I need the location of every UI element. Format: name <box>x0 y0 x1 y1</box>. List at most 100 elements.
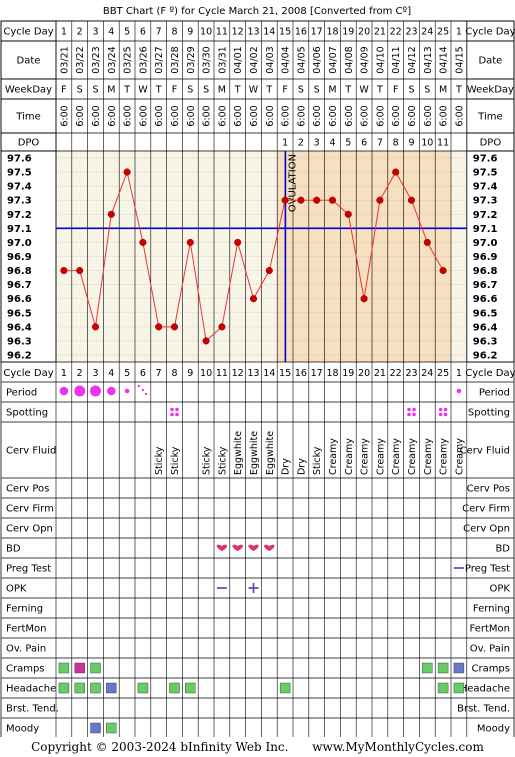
header-cycle_day-cell: 20 <box>358 27 370 38</box>
y-tick-label-right: 96.5 <box>473 308 498 319</box>
temperature-point <box>281 196 289 204</box>
header-weekday-cell: M <box>328 85 336 96</box>
header-time-cell: 6:00 <box>423 105 434 126</box>
row-label: Preg Test <box>6 564 51 575</box>
temperature-point <box>313 196 321 204</box>
row-label-right: Period <box>479 388 510 399</box>
symptom-square <box>90 662 101 674</box>
cerv-fluid-cell: Sticky <box>217 446 228 475</box>
cerv-fluid-cell: Sticky <box>170 446 181 475</box>
header-weekday-cell: S <box>298 85 304 96</box>
temperature-point <box>155 323 163 331</box>
header-cycle_day-cell: 25 <box>437 27 449 38</box>
y-tick-label-right: 96.8 <box>473 266 498 277</box>
header-cycle_day-cell: 18 <box>326 27 338 38</box>
cycle-day-bottom-cell: 22 <box>390 368 402 379</box>
temperature-point <box>439 267 447 275</box>
temperature-point <box>376 196 384 204</box>
temperature-point <box>297 196 305 204</box>
header-cycle_day-cell: 19 <box>342 27 354 38</box>
header-date-cell: 04/06 <box>312 46 323 73</box>
cycle-day-bottom-cell: 1 <box>61 368 67 379</box>
row-label: Cerv Opn <box>6 524 53 535</box>
header-time-cell: 6:00 <box>265 105 276 126</box>
y-tick-label-right: 96.4 <box>473 322 498 333</box>
header-time-cell: 6:00 <box>107 105 118 126</box>
y-tick-label: 96.6 <box>7 294 32 305</box>
cycle-day-bottom-cell: 13 <box>247 368 259 379</box>
header-time-cell: 6:00 <box>407 105 418 126</box>
row-label: Cramps <box>6 664 45 675</box>
cerv-fluid-cell: Creamy <box>391 438 402 475</box>
header-cycle_day-cell: 14 <box>263 27 275 38</box>
spotting-dot <box>170 412 174 417</box>
row-label: Cerv Firm <box>6 504 54 515</box>
row-label-right: BD <box>495 544 510 555</box>
row-label-right-weekday: WeekDay <box>467 85 514 96</box>
cycle-day-bottom-cell: 15 <box>279 368 291 379</box>
site-url[interactable]: www.MyMonthlyCycles.com <box>312 740 484 754</box>
header-time-cell: 6:00 <box>454 105 465 126</box>
header-cycle_day-cell: 4 <box>108 27 114 38</box>
header-date-cell: 03/29 <box>186 46 197 73</box>
spotting-dot <box>443 412 448 417</box>
y-tick-label-right: 97.3 <box>473 196 498 207</box>
y-tick-label-right: 97.1 <box>473 224 498 235</box>
header-date-cell: 03/30 <box>202 46 213 73</box>
period-spot <box>137 384 141 388</box>
cerv-fluid-cell: Creamy <box>407 438 418 475</box>
temperature-point <box>186 238 194 246</box>
header-weekday-cell: S <box>77 85 83 96</box>
header-date-cell: 04/08 <box>344 46 355 73</box>
temperature-point <box>123 168 131 176</box>
row-label-right: Cramps <box>471 664 510 675</box>
header-time-cell: 6:00 <box>375 105 386 126</box>
header-date-cell: 03/25 <box>123 46 134 73</box>
header-time-cell: 6:00 <box>391 105 402 126</box>
header-date-cell: 04/10 <box>375 46 386 73</box>
header-time-cell: 6:00 <box>154 105 165 126</box>
row-label-right: Ferning <box>473 604 510 615</box>
header-dpo-cell: 2 <box>298 138 304 149</box>
y-tick-label: 97.2 <box>7 210 32 221</box>
chart-title: BBT Chart (F º) for Cycle March 21, 2008… <box>103 6 411 17</box>
symptom-square <box>106 682 117 694</box>
cycle-day-bottom-cell: 6 <box>140 368 146 379</box>
header-time-cell: 6:00 <box>123 105 134 126</box>
temperature-point <box>234 238 242 246</box>
ovulation-label: OVULATION <box>287 154 298 212</box>
row-label: Spotting <box>6 408 48 419</box>
y-tick-label-right: 97.0 <box>473 238 498 249</box>
period-dot <box>90 385 101 397</box>
header-time-cell: 6:00 <box>217 105 228 126</box>
header-date-cell: 04/13 <box>423 46 434 73</box>
header-cycle_day-cell: 10 <box>200 27 212 38</box>
header-dpo-cell: 3 <box>314 138 320 149</box>
header-date-cell: 03/28 <box>170 46 181 73</box>
footer: Copyright © 2003-2024 bInfinity Web Inc.… <box>0 737 515 757</box>
cycle-day-bottom-cell: 18 <box>326 368 338 379</box>
symptom-square <box>437 662 449 674</box>
temperature-point <box>360 295 368 303</box>
cerv-fluid-cell: Dry <box>296 458 307 475</box>
y-tick-label-right: 97.6 <box>473 154 498 165</box>
header-cycle_day-cell: 21 <box>374 27 386 38</box>
row-label: OPK <box>6 584 27 595</box>
header-weekday-cell: M <box>218 85 226 96</box>
header-date-cell: 04/05 <box>296 46 307 73</box>
header-cycle_day-cell: 16 <box>295 27 307 38</box>
y-tick-label-right: 96.9 <box>473 252 498 263</box>
header-time-cell: 6:00 <box>91 105 102 126</box>
symptom-square <box>437 682 449 694</box>
header-cycle_day-cell: 1 <box>456 27 462 38</box>
symptom-square <box>90 722 101 734</box>
period-dot <box>74 385 86 397</box>
cerv-fluid-cell: Creamy <box>360 438 371 475</box>
header-weekday-cell: S <box>203 85 209 96</box>
y-tick-label: 96.3 <box>7 336 32 347</box>
spotting-dot <box>412 412 416 417</box>
symptom-square <box>422 662 433 674</box>
spotting-dot <box>438 412 443 417</box>
temperature-point <box>407 196 416 204</box>
cycle-day-bottom-cell: 11 <box>216 368 228 379</box>
